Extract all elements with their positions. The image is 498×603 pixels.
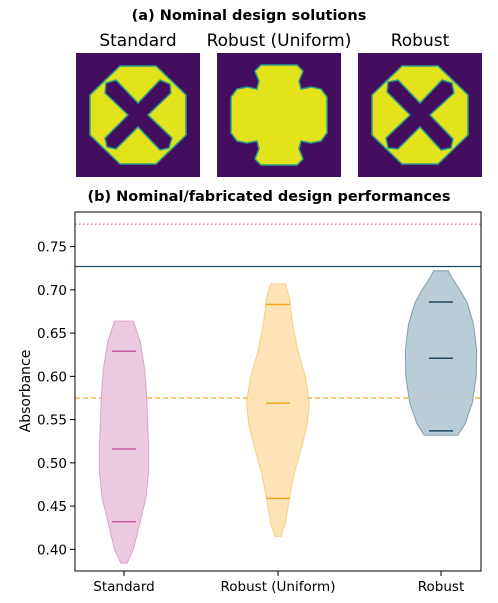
design-image-robust xyxy=(358,53,482,177)
y-tick-label: 0.75 xyxy=(37,240,67,256)
violin-body xyxy=(404,270,478,436)
x-tick-label: Robust xyxy=(418,579,465,595)
y-tick-label: 0.45 xyxy=(37,499,67,515)
violin-body xyxy=(245,283,311,537)
y-tick-label: 0.65 xyxy=(37,326,67,342)
design-label-robust-uniform: Robust (Uniform) xyxy=(206,31,352,51)
y-tick-label: 0.40 xyxy=(37,542,67,558)
y-tick-label: 0.60 xyxy=(37,369,67,385)
y-tick-label: 0.55 xyxy=(37,413,67,429)
y-tick-label: 0.70 xyxy=(37,283,67,299)
design-image-robust-uniform xyxy=(217,53,341,177)
x-tick-label: Robust (Uniform) xyxy=(221,579,336,595)
design-image-standard xyxy=(76,53,200,177)
panel-b-title: (b) Nominal/fabricated design performanc… xyxy=(87,189,451,205)
design-label-standard: Standard xyxy=(99,31,177,51)
y-axis-label: Absorbance xyxy=(18,350,34,433)
y-tick-label: 0.50 xyxy=(37,456,67,472)
design-label-robust: Robust xyxy=(390,31,450,51)
violin-body xyxy=(98,320,150,564)
panel-a-title: (a) Nominal design solutions xyxy=(131,8,367,24)
x-tick-label: Standard xyxy=(93,579,154,595)
